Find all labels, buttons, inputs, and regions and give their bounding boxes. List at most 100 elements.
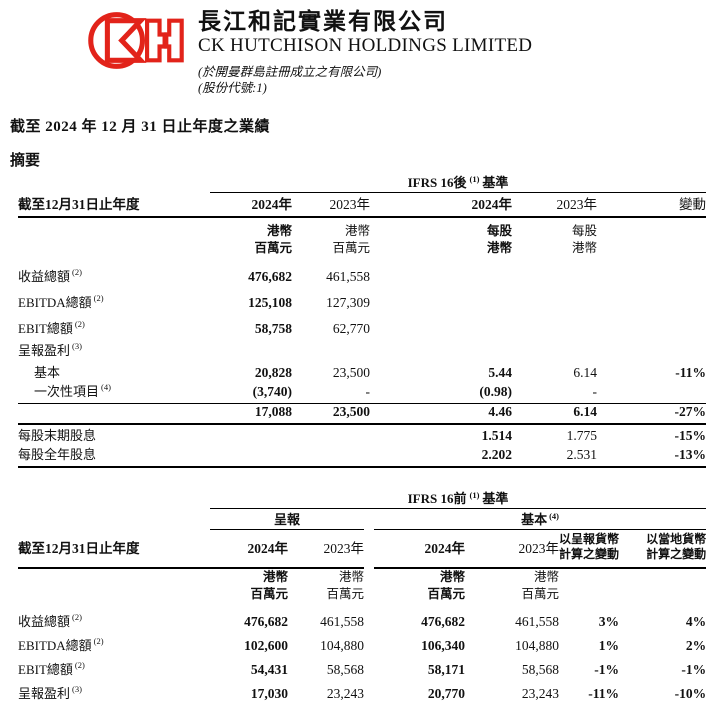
value-cell: -1%: [681, 661, 707, 677]
year-header: 2024年: [370, 192, 512, 218]
value-cell: 20,828: [254, 364, 292, 380]
value-cell: [370, 337, 512, 359]
value-cell: 62,770: [332, 320, 370, 336]
year-header: 2024年: [210, 529, 288, 569]
year-header: 2023年: [288, 529, 364, 569]
value-cell: 58,171: [427, 661, 465, 677]
company-header: 長江和記實業有限公司 CK HUTCHISON HOLDINGS LIMITED…: [88, 8, 706, 96]
footnote-ref: (3): [72, 341, 82, 352]
value-cell: 3%: [598, 613, 619, 629]
value-cell: 58,568: [326, 661, 364, 677]
column-header-row: 截至12月31日止年度 2024年 2023年 2024年 2023年 以呈報貨…: [18, 529, 707, 569]
table-row: EBIT總額 (2) 54,431 58,568 58,171 58,568 -1…: [18, 654, 706, 678]
value-cell: 23,500: [332, 364, 370, 380]
page-title: 截至 2024 年 12 月 31 日止年度之業績: [10, 119, 271, 135]
footnote-ref: (4): [101, 382, 111, 393]
change-header-reported-currency: 以呈報貨幣 計算之變動: [559, 529, 619, 569]
unit-header: 港幣 百萬元: [427, 569, 465, 601]
value-cell: 4%: [685, 613, 707, 629]
value-cell: [370, 311, 512, 337]
basis-suffix: 基準: [482, 491, 509, 506]
value-cell: -11%: [675, 364, 707, 380]
value-cell: [370, 285, 512, 311]
change-header-local-currency: 以當地貨幣 計算之變動: [619, 529, 707, 569]
value-cell: 17,088: [210, 403, 292, 425]
spacer-cell: [18, 509, 210, 530]
value-cell: [512, 259, 597, 285]
value-cell: (0.98): [370, 380, 512, 404]
value-cell: 1%: [598, 637, 619, 653]
value-cell: [597, 311, 706, 337]
value-cell: 2.202: [370, 444, 512, 468]
value-cell: -10%: [674, 685, 707, 701]
value-cell: -13%: [597, 444, 707, 468]
summary-table-post-ifrs16: IFRS 16後 (1) 基準 截至12月31日止年度 2024年 2023年 20…: [18, 172, 707, 468]
unit-header: 每股 港幣: [571, 223, 597, 255]
value-cell: 125,108: [248, 294, 292, 310]
row-label: [18, 403, 210, 425]
spacer-cell: [364, 654, 374, 678]
spacer-cell: [18, 488, 210, 509]
basis-prefix: IFRS 16前: [407, 491, 467, 506]
footnote-ref: (3): [72, 684, 82, 695]
value-cell: [597, 285, 706, 311]
stock-code: (股份代號:1): [198, 81, 267, 95]
value-cell: [210, 337, 292, 359]
row-label: 一次性項目 (4): [18, 380, 210, 404]
table-row: 收益總額 (2) 476,682 461,558 476,682 461,558 …: [18, 605, 706, 630]
value-cell: [597, 337, 706, 359]
unit-header: 港幣 百萬元: [521, 569, 559, 601]
year-header: 2023年: [465, 529, 559, 569]
footnote-ref: (2): [93, 293, 104, 304]
value-cell: 23,243: [521, 685, 559, 701]
value-cell: [512, 337, 597, 359]
row-label: 每股全年股息: [18, 444, 210, 468]
footnote-ref: (1): [469, 173, 480, 184]
value-cell: 23,243: [326, 685, 364, 701]
value-cell: 20,770: [427, 685, 465, 701]
value-cell: 476,682: [244, 613, 288, 629]
row-label: EBIT總額 (2): [18, 319, 85, 336]
value-cell: 102,600: [244, 637, 288, 653]
ck-hutchison-logo-icon: [88, 12, 184, 69]
year-header: 2024年: [374, 529, 465, 569]
company-name-en: CK HUTCHISON HOLDINGS LIMITED: [198, 35, 533, 56]
value-cell: 461,558: [515, 613, 559, 629]
value-cell: (3,740): [210, 380, 292, 404]
value-cell: 58,568: [521, 661, 559, 677]
value-cell: 2%: [685, 637, 707, 653]
value-cell: -15%: [674, 428, 707, 443]
unit-header-row: 港幣 百萬元 港幣 百萬元 港幣 百萬元 港幣 百萬元: [18, 568, 706, 605]
spacer-cell: [364, 509, 374, 530]
value-cell: 6.14: [512, 403, 597, 425]
basis-header-row: IFRS 16前 (1) 基準: [18, 488, 707, 509]
table-row: 呈報盈利 (3) 17,030 23,243 20,770 23,243 -11%…: [18, 678, 706, 702]
value-cell: [597, 380, 707, 404]
spacer-cell: [18, 217, 210, 259]
table-row: 基本 20,828 23,500 5.44 6.14 -11%: [18, 359, 706, 381]
spacer-cell: [18, 172, 210, 193]
year-header: 2023年: [292, 192, 370, 218]
incorporation-note: (於開曼群島註冊成立之有限公司): [198, 65, 382, 79]
value-cell: 5.44: [488, 364, 512, 380]
company-name-zh: 長江和記實業有限公司: [198, 9, 448, 34]
footnote-ref: (2): [72, 267, 82, 278]
column-header-row: 截至12月31日止年度 2024年 2023年 2024年 2023年 變動: [18, 192, 707, 218]
value-cell: 17,030: [250, 685, 288, 701]
total-row: 17,088 23,500 4.46 6.14 -27%: [18, 403, 707, 425]
value-cell: 4.46: [370, 403, 512, 425]
spacer-cell: [364, 678, 374, 702]
row-label: EBITDA總額 (2): [18, 293, 104, 310]
row-label: 收益總額 (2): [18, 267, 82, 284]
footnote-ref: (2): [74, 319, 85, 330]
spacer-cell: [18, 568, 210, 605]
period-label: 截至12月31日止年度: [18, 529, 210, 569]
spacer-cell: [619, 568, 706, 605]
group-header-row: 呈報 基本 (4): [18, 508, 707, 530]
table-row: 收益總額 (2) 476,682 461,558: [18, 259, 706, 285]
row-label: 呈報盈利 (3): [18, 684, 82, 701]
value-cell: 476,682: [248, 268, 292, 284]
value-cell: [512, 311, 597, 337]
unit-header: 港幣 百萬元: [326, 569, 364, 601]
unit-header: 港幣 百萬元: [254, 223, 292, 255]
